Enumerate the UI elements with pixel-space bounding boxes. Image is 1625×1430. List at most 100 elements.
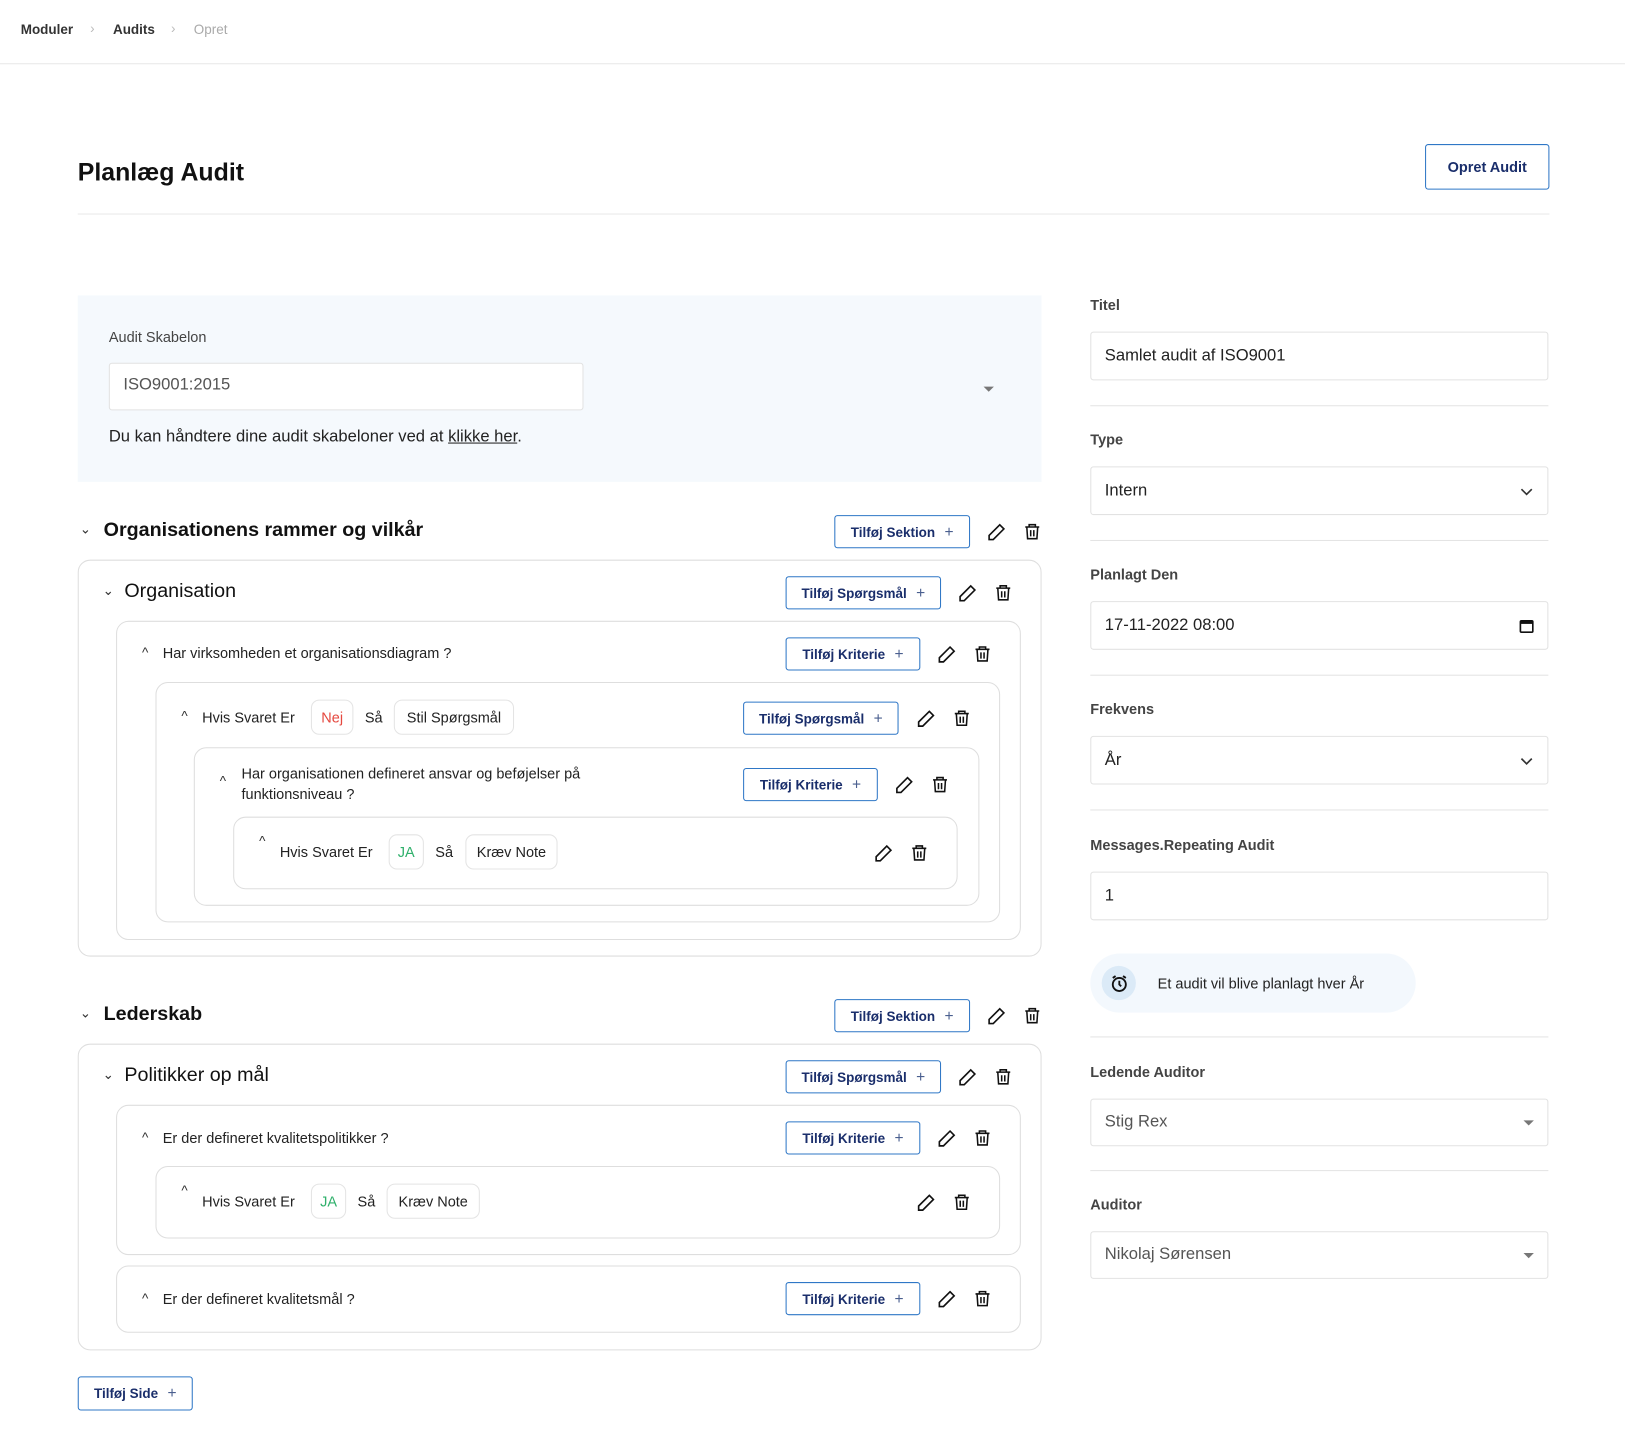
delete-trash-icon[interactable] <box>1022 521 1043 542</box>
edit-pencil-icon[interactable] <box>873 843 894 864</box>
if-answer-label: Hvis Svaret Er <box>279 843 373 861</box>
schedule-info: Et audit vil blive planlagt hver År <box>1090 953 1416 1013</box>
add-page-button[interactable]: Tilføj Side + <box>77 1376 193 1411</box>
collapse-chevron-icon[interactable]: ⌄ <box>79 1005 92 1021</box>
calendar-icon[interactable] <box>1519 618 1534 633</box>
template-panel: Audit Skabelon ISO9001:2015 Du kan håndt… <box>77 295 1042 482</box>
help-text: Du kan håndtere dine audit skabeloner ve… <box>108 428 449 446</box>
delete-trash-icon[interactable] <box>972 644 993 665</box>
dropdown-arrow-icon[interactable] <box>983 386 994 392</box>
add-criteria-label: Tilføj Kriterie <box>802 1130 886 1146</box>
collapse-caret-icon[interactable]: ^ <box>259 833 266 849</box>
delete-trash-icon[interactable] <box>951 708 972 729</box>
divider <box>1090 405 1549 407</box>
breadcrumb-chevron-icon: › <box>171 20 176 37</box>
date-input[interactable]: 17-11-2022 08:00 <box>1090 601 1549 650</box>
collapse-caret-icon[interactable]: ^ <box>181 1182 188 1199</box>
edit-pencil-icon[interactable] <box>957 1066 978 1087</box>
then-label: Så <box>435 843 454 861</box>
edit-pencil-icon[interactable] <box>936 1288 957 1309</box>
breadcrumb-audits[interactable]: Audits <box>112 21 155 38</box>
help-end: . <box>517 428 522 446</box>
collapse-caret-icon[interactable]: ^ <box>141 1129 149 1146</box>
edit-pencil-icon[interactable] <box>936 644 957 665</box>
add-section-label: Tilføj Sektion <box>850 1007 936 1024</box>
collapse-chevron-icon[interactable]: ⌄ <box>102 582 114 599</box>
type-select[interactable]: Intern <box>1090 466 1549 516</box>
add-criteria-button[interactable]: Tilføj Kriterie + <box>785 1121 921 1155</box>
schedule-info-text: Et audit vil blive planlagt hver År <box>1157 974 1365 992</box>
add-criteria-label: Tilføj Kriterie <box>759 776 843 793</box>
edit-pencil-icon[interactable] <box>893 774 914 795</box>
delete-trash-icon[interactable] <box>909 843 930 864</box>
add-criteria-button[interactable]: Tilføj Kriterie + <box>743 767 878 802</box>
question-text: Har organisationen defineret ansvar og b… <box>241 764 581 803</box>
manage-templates-link[interactable]: klikke her <box>448 428 518 446</box>
action-chip: Kræv Note <box>465 834 558 870</box>
collapse-chevron-icon[interactable]: ⌄ <box>102 1066 114 1083</box>
delete-trash-icon[interactable] <box>951 1192 972 1213</box>
add-section-button[interactable]: Tilføj Sektion + <box>834 515 971 549</box>
add-section-label: Tilføj Sektion <box>850 523 936 540</box>
lead-auditor-select[interactable]: Stig Rex <box>1090 1098 1549 1147</box>
dropdown-arrow-icon <box>1523 1252 1534 1258</box>
group-title: Politikker op mål <box>124 1064 269 1087</box>
add-question-label: Tilføj Spørgsmål <box>758 710 865 726</box>
collapse-caret-icon[interactable]: ^ <box>141 1290 149 1306</box>
then-label: Så <box>357 1192 376 1210</box>
collapse-caret-icon[interactable]: ^ <box>219 773 227 789</box>
add-section-button[interactable]: Tilføj Sektion + <box>834 999 971 1033</box>
delete-trash-icon[interactable] <box>972 1288 993 1309</box>
page-title: Planlæg Audit <box>77 158 245 187</box>
edit-pencil-icon[interactable] <box>915 708 936 729</box>
edit-pencil-icon[interactable] <box>915 1192 936 1213</box>
frequency-label: Frekvens <box>1090 700 1155 718</box>
add-criteria-button[interactable]: Tilføj Kriterie + <box>785 637 921 671</box>
chevron-down-icon <box>1520 757 1533 765</box>
divider <box>1090 809 1549 811</box>
question-text: Er der defineret kvalitetsmål ? <box>162 1290 355 1307</box>
add-criteria-label: Tilføj Kriterie <box>802 1290 886 1307</box>
frequency-select[interactable]: År <box>1090 735 1549 785</box>
add-question-button[interactable]: Tilføj Spørgsmål + <box>785 576 942 610</box>
group-title: Organisation <box>124 580 237 603</box>
delete-trash-icon[interactable] <box>993 582 1014 603</box>
chevron-down-icon <box>1520 488 1533 496</box>
title-label: Titel <box>1090 296 1120 313</box>
plus-icon: + <box>852 775 862 794</box>
collapse-caret-icon[interactable]: ^ <box>141 644 149 661</box>
edit-pencil-icon[interactable] <box>957 582 978 603</box>
collapse-caret-icon[interactable]: ^ <box>181 707 188 724</box>
add-question-button[interactable]: Tilføj Spørgsmål + <box>743 701 899 735</box>
action-chip: Kræv Note <box>386 1183 480 1219</box>
answer-chip-yes: JA <box>388 834 424 870</box>
header-divider <box>0 63 1625 65</box>
frequency-value: År <box>1104 750 1122 769</box>
breadcrumb-chevron-icon: › <box>90 20 95 37</box>
divider <box>1090 674 1549 676</box>
title-input[interactable]: Samlet audit af ISO9001 <box>1090 331 1549 381</box>
delete-trash-icon[interactable] <box>993 1066 1014 1087</box>
delete-trash-icon[interactable] <box>972 1128 993 1149</box>
question-text: Har virksomheden et organisationsdiagram… <box>162 644 452 662</box>
add-question-button[interactable]: Tilføj Spørgsmål + <box>785 1060 942 1094</box>
edit-pencil-icon[interactable] <box>986 521 1007 542</box>
edit-pencil-icon[interactable] <box>936 1128 957 1149</box>
delete-trash-icon[interactable] <box>1022 1005 1043 1026</box>
plus-icon: + <box>944 1006 954 1025</box>
add-page-label: Tilføj Side <box>93 1385 159 1402</box>
repeat-value: 1 <box>1104 886 1115 905</box>
auditor-select[interactable]: Nikolaj Sørensen <box>1090 1231 1549 1279</box>
collapse-chevron-icon[interactable]: ⌄ <box>79 521 92 537</box>
template-select[interactable]: ISO9001:2015 <box>108 362 584 411</box>
edit-pencil-icon[interactable] <box>986 1005 1007 1026</box>
criteria-card <box>155 1165 1001 1239</box>
add-criteria-button[interactable]: Tilføj Kriterie + <box>785 1282 921 1316</box>
divider <box>1090 1036 1549 1038</box>
breadcrumb-moduler[interactable]: Moduler <box>20 21 74 38</box>
answer-chip-yes: JA <box>310 1183 347 1219</box>
delete-trash-icon[interactable] <box>930 774 951 795</box>
repeat-input[interactable]: 1 <box>1090 871 1549 921</box>
create-audit-button[interactable]: Opret Audit <box>1425 144 1550 190</box>
plus-icon: + <box>894 1289 904 1308</box>
